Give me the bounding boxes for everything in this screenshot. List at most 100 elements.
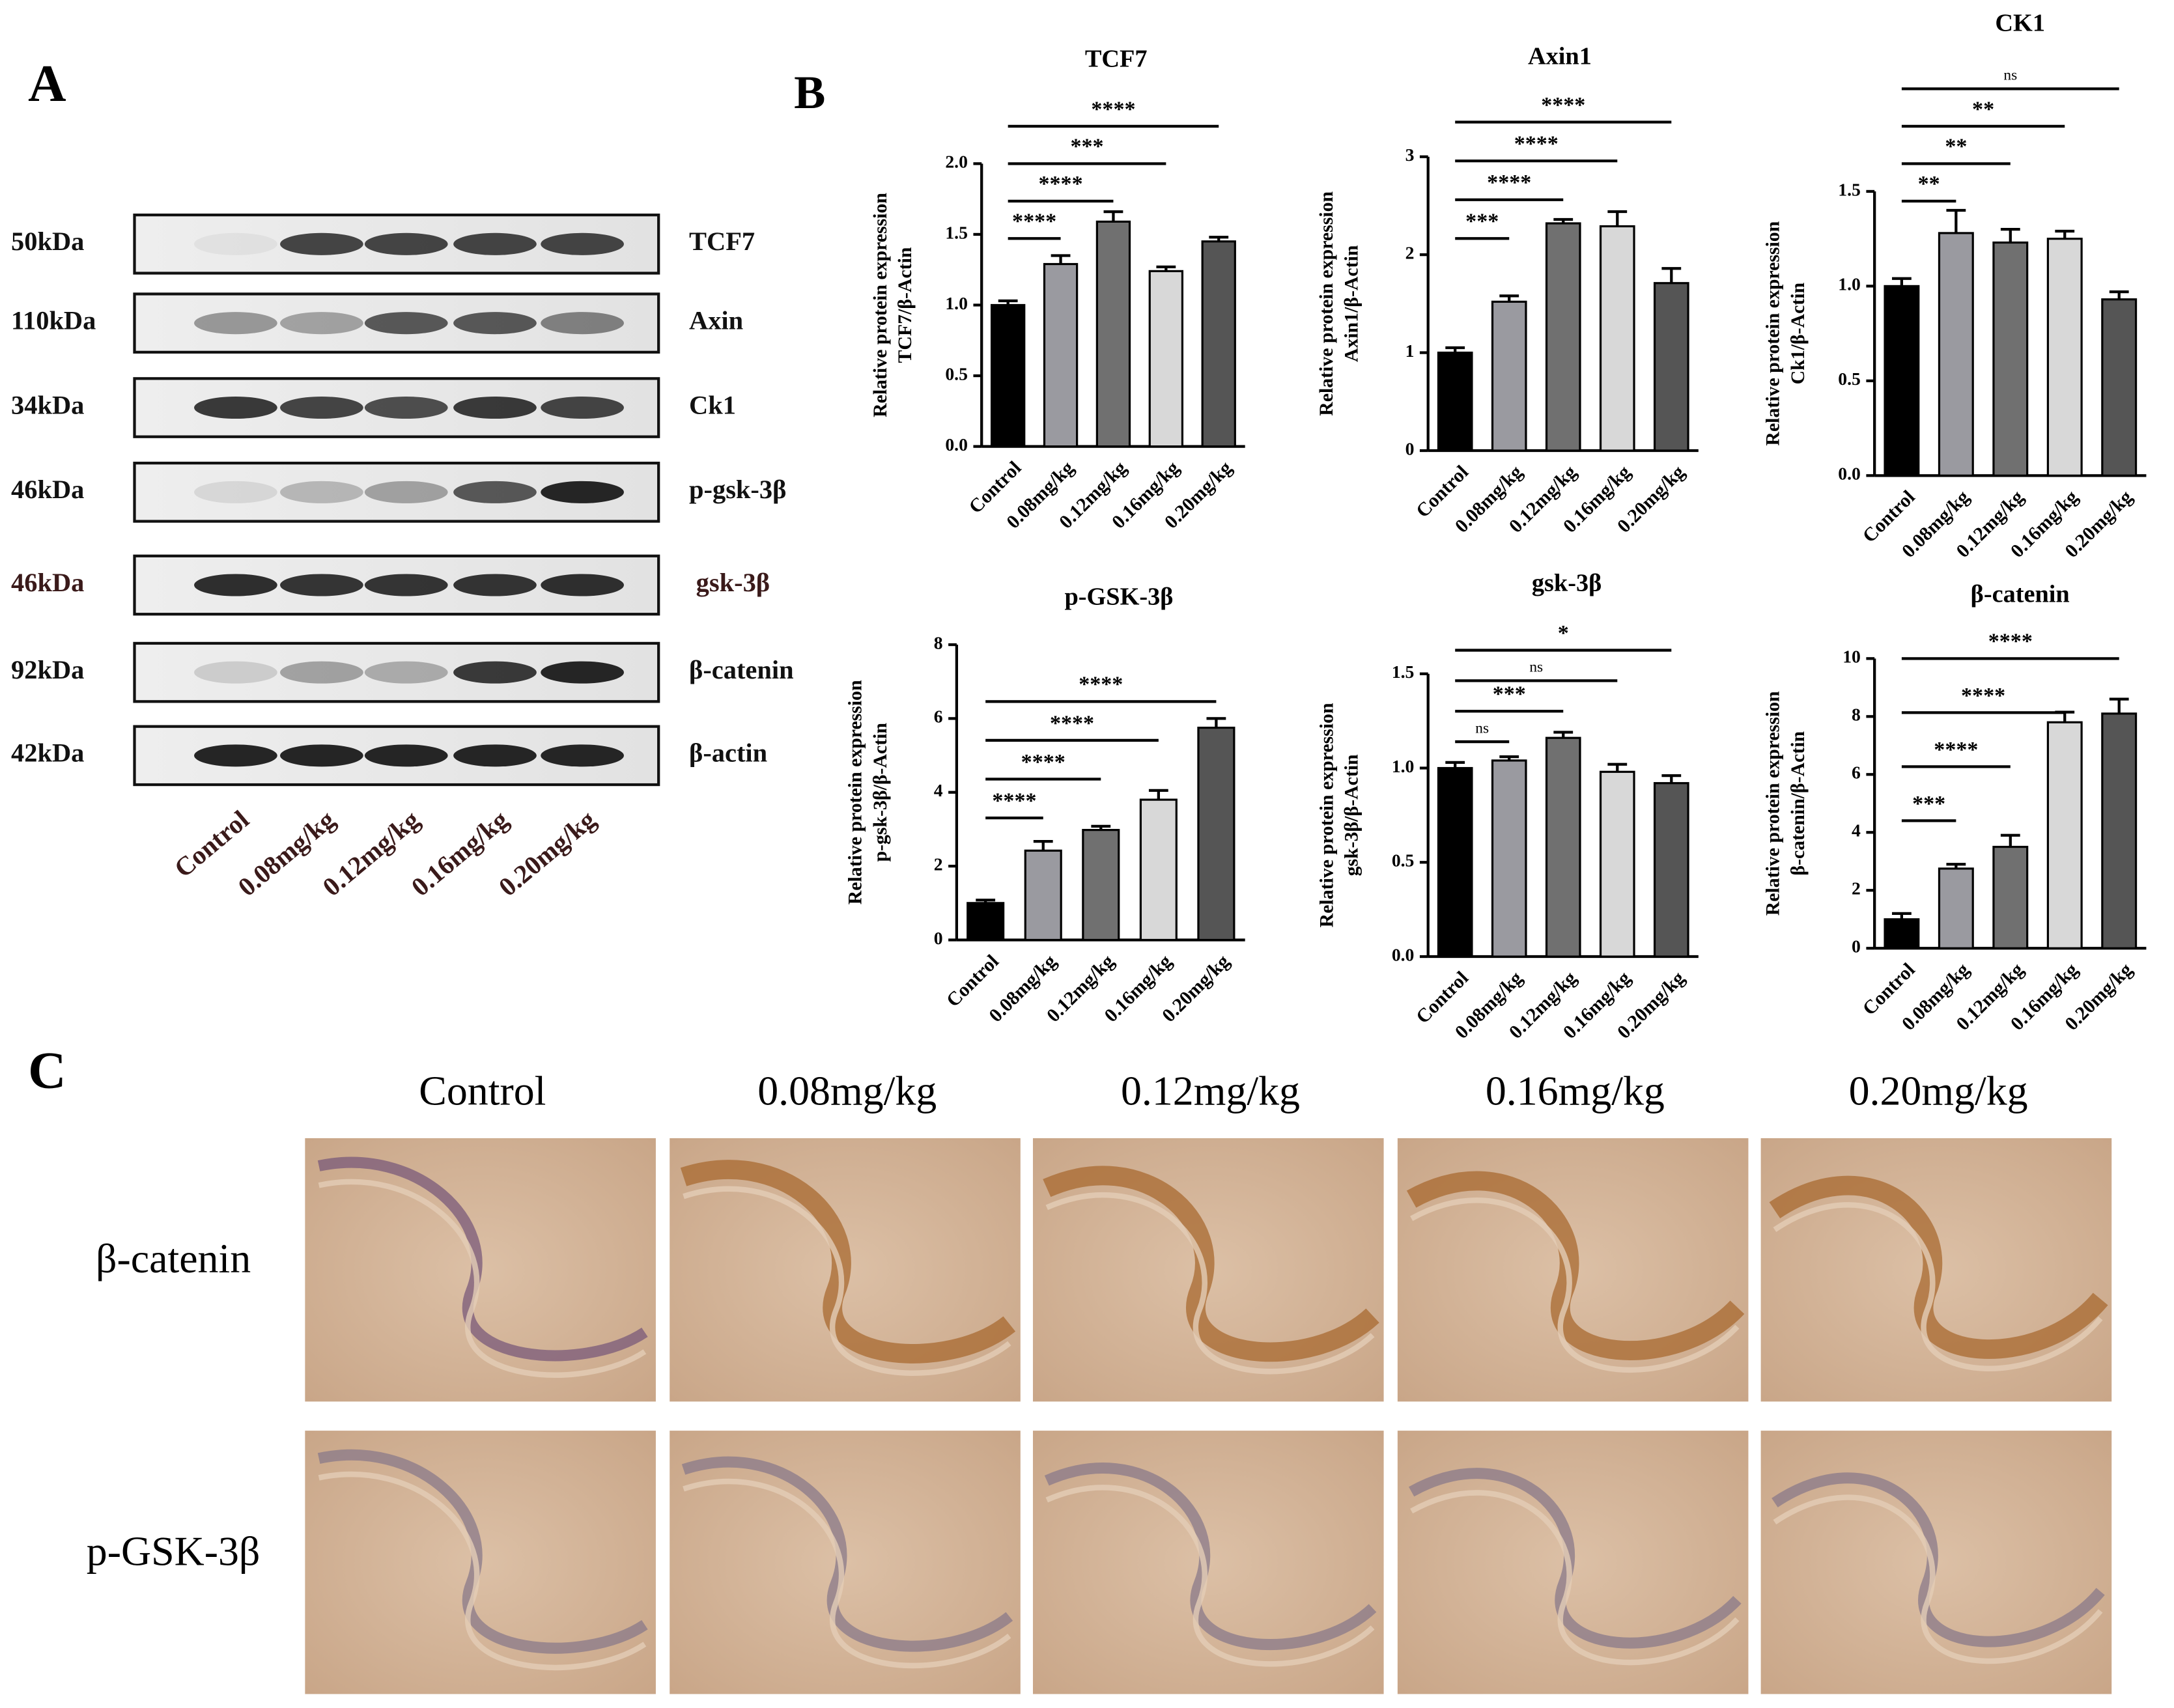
bar [1082,828,1120,942]
blot-band [541,481,624,503]
error-bar [2000,227,2020,243]
chart-title: p-GSK-3β [1064,583,1173,611]
significance-label: *** [1465,210,1499,234]
marker-label: 34kDa [11,390,84,419]
epithelium [317,1156,648,1362]
blot-band [364,232,448,255]
blot-band [541,396,624,419]
y-axis-label: β-catenin/β-Actin [1787,731,1809,876]
epithelium [1044,1463,1377,1650]
epithelium [1769,1175,2108,1359]
significance-label: *** [1493,682,1526,707]
significance-label: **** [1514,132,1559,156]
y-axis-label: Relative protein expression [1316,703,1337,927]
error-bar [1946,863,1966,869]
error-bar [1051,254,1071,264]
error-bar [2109,697,2129,714]
blot-band [194,744,277,767]
blot-band [194,481,277,503]
significance-label: **** [1050,711,1094,735]
row-label: β-catenin [96,1235,251,1281]
blot-band [541,312,624,335]
y-axis-label: Relative protein expression [844,680,866,904]
column-header: Control [419,1068,546,1114]
significance-label: **** [1091,97,1135,121]
y-tick-label: 2 [1852,878,1861,899]
significance-label: **** [1079,673,1123,697]
significance-label: ns [2003,67,2017,84]
blot-band [453,661,537,684]
blot-band [280,481,363,503]
error-bar [1661,267,1682,283]
blot-band [541,661,624,684]
blot-band [453,481,537,503]
chart-title: gsk-3β [1532,569,1602,596]
error-bar [2000,833,2020,847]
group-label: 0.20mg/kg [493,805,601,902]
error-bar [1499,294,1519,302]
error-bar [1553,731,1574,738]
epithelium [680,1160,1016,1364]
y-tick-label: 0.5 [945,363,968,384]
bar [1095,220,1131,448]
error-bar [1661,774,1682,783]
y-axis-label: Relative protein expression [869,193,891,417]
blot-band [280,744,363,767]
error-bar [1499,755,1519,761]
significance-label: **** [1541,93,1585,117]
bar [1545,222,1581,452]
epithelium-inner [1045,1192,1375,1375]
bar [2101,298,2138,477]
epithelium-inner [1773,1494,2103,1664]
epithelium-inner [683,1478,1011,1669]
blot-band [364,312,448,335]
y-tick-label: 1.5 [945,222,968,242]
bar [1491,759,1527,958]
protein-label: TCF7 [689,227,755,256]
bar [1992,241,2029,477]
blot-band [453,312,537,335]
blot-band [541,574,624,596]
error-bar [2109,290,2129,300]
blot-band [194,312,277,335]
protein-label: p-gsk-3β [689,475,786,504]
row-label: p-GSK-3β [87,1528,261,1574]
epithelium-inner [1045,1485,1375,1667]
bar [1992,845,2029,949]
blot-band [280,574,363,596]
bar [1938,867,1974,949]
blot-band [364,481,448,503]
y-tick-label: 0.0 [1392,944,1415,964]
y-tick-label: 0.5 [1392,850,1415,871]
bar [1437,766,1473,958]
error-bar [998,299,1018,305]
panel-label: B [794,66,825,119]
blot-band [364,661,448,684]
y-tick-label: 4 [934,780,943,800]
bar [1437,351,1473,452]
epithelium [1406,1171,1745,1360]
significance-label: ** [1972,97,1994,121]
y-tick-label: 4 [1852,820,1861,841]
blot-band [541,744,624,767]
epithelium-inner [1410,1490,1740,1666]
group-label: 0.16mg/kg [406,805,514,902]
blot-band [194,661,277,684]
protein-label: gsk-3β [696,568,770,597]
significance-label: **** [992,789,1036,813]
error-bar [1209,236,1229,242]
marker-label: 50kDa [11,227,84,256]
y-tick-label: 1.0 [945,293,968,313]
epithelium [317,1449,648,1654]
bar [1599,225,1635,452]
significance-label: **** [1039,172,1083,196]
bar [1043,262,1079,448]
significance-label: **** [1961,684,2005,708]
epithelium [1409,1468,1742,1649]
bar [1197,726,1235,942]
y-tick-label: 1.0 [1392,756,1415,776]
y-tick-label: 0.0 [1838,464,1861,484]
error-bar [1103,210,1123,222]
epithelium-inner [318,1179,647,1378]
